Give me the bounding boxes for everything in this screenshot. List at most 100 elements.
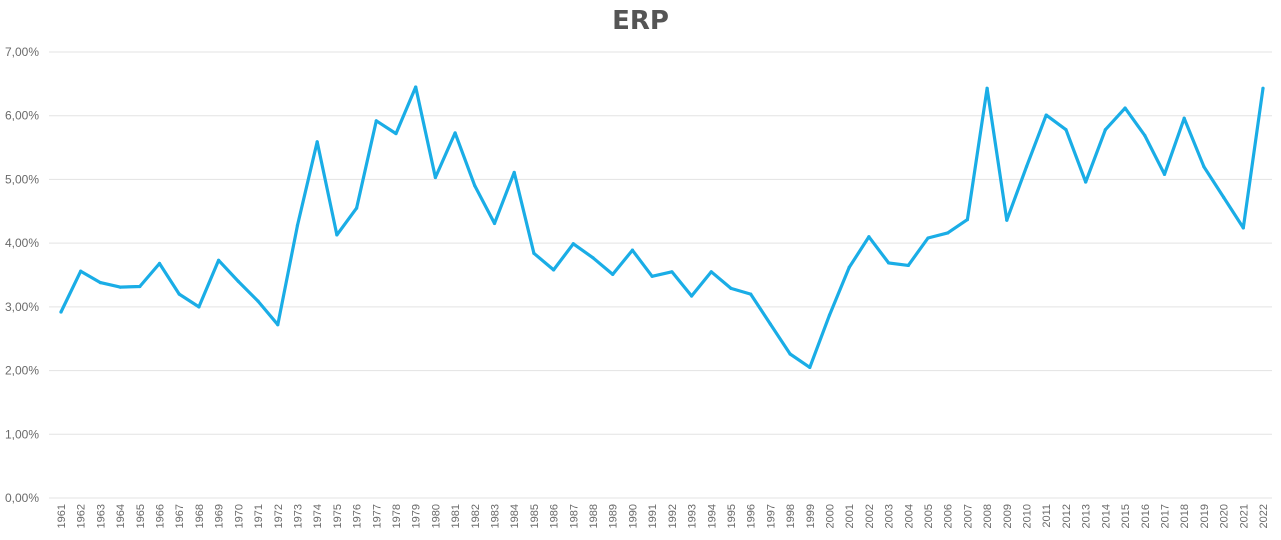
data-point (433, 175, 437, 180)
data-point (788, 352, 792, 356)
data-point (650, 274, 654, 278)
x-tick-label: 1991 (647, 504, 659, 528)
data-point (532, 251, 536, 255)
chart-title: ERP (612, 6, 669, 36)
data-point (473, 184, 477, 188)
data-point (827, 313, 832, 317)
x-tick-label: 2017 (1159, 504, 1171, 528)
data-point (315, 140, 319, 144)
x-tick-label: 1973 (292, 504, 304, 528)
data-point (867, 235, 871, 239)
data-point (138, 284, 142, 289)
x-tick-label: 1992 (667, 504, 679, 528)
x-tick-label: 1985 (529, 504, 541, 528)
data-point (1123, 106, 1127, 110)
x-tick-label: 1978 (391, 504, 403, 528)
data-point (177, 292, 181, 296)
x-tick-label: 2014 (1100, 504, 1112, 528)
x-tick-label: 1987 (568, 504, 580, 528)
x-tick-label: 2001 (844, 504, 856, 528)
data-point (630, 248, 635, 252)
x-tick-label: 2020 (1219, 504, 1231, 528)
data-point (1162, 172, 1167, 176)
x-tick-label: 1970 (233, 504, 245, 528)
data-point (906, 263, 910, 268)
data-point (354, 206, 359, 210)
data-point (808, 365, 812, 369)
data-point (1182, 116, 1186, 120)
data-point (157, 261, 162, 266)
data-point (236, 279, 240, 283)
data-point (1261, 86, 1265, 90)
data-point (276, 323, 280, 327)
x-tick-label: 1994 (706, 504, 718, 528)
data-point (552, 268, 556, 272)
x-tick-label: 1990 (627, 504, 639, 528)
x-tick-label: 1982 (470, 504, 482, 528)
x-tick-label: 2006 (943, 504, 955, 528)
x-tick-label: 2008 (982, 504, 994, 528)
data-point (611, 272, 615, 276)
x-tick-label: 2004 (903, 504, 915, 528)
data-point (1241, 226, 1245, 230)
x-tick-label: 1986 (549, 504, 561, 528)
y-tick-label: 3,00% (5, 300, 39, 314)
data-point (335, 233, 339, 237)
y-tick-label: 6,00% (5, 109, 39, 123)
x-tick-label: 1965 (135, 504, 147, 528)
data-point (946, 231, 950, 235)
y-tick-label: 7,00% (5, 45, 39, 59)
y-tick-label: 0,00% (5, 491, 39, 505)
x-tick-label: 1964 (115, 504, 127, 528)
x-tick-label: 2005 (923, 504, 935, 528)
x-tick-label: 2015 (1120, 504, 1132, 528)
x-tick-label: 1976 (352, 504, 364, 528)
x-tick-label: 1966 (155, 504, 167, 528)
x-tick-label: 1961 (56, 504, 68, 528)
data-point (926, 236, 930, 240)
data-point (492, 221, 497, 225)
x-tick-label: 1993 (687, 504, 699, 528)
data-point (1084, 180, 1088, 184)
data-point (965, 217, 970, 222)
data-point (197, 305, 201, 309)
data-point (709, 270, 713, 274)
x-tick-label: 1980 (430, 504, 442, 528)
data-point (1064, 128, 1068, 132)
data-point (1221, 195, 1226, 199)
x-tick-label: 2003 (884, 504, 896, 528)
x-tick-label: 1975 (332, 504, 344, 528)
x-tick-label: 2011 (1041, 504, 1053, 528)
x-tick-label: 2012 (1061, 504, 1073, 528)
x-tick-label: 2022 (1258, 504, 1270, 528)
x-tick-label: 2009 (1002, 504, 1014, 528)
data-point (217, 258, 221, 262)
x-tick-label: 1977 (371, 504, 383, 528)
x-tick-label: 1996 (746, 504, 758, 528)
y-tick-label: 4,00% (5, 236, 39, 250)
data-point (512, 170, 516, 175)
x-tick-label: 1968 (194, 504, 206, 528)
y-tick-label: 5,00% (5, 172, 39, 186)
data-point (1143, 133, 1147, 138)
y-tick-label: 2,00% (5, 364, 39, 378)
data-point (453, 131, 457, 135)
x-tick-label: 1999 (805, 504, 817, 528)
x-tick-label: 2002 (864, 504, 876, 528)
x-tick-label: 1979 (411, 504, 423, 528)
data-point (295, 223, 300, 227)
data-point (887, 261, 891, 265)
x-tick-label: 1962 (76, 504, 88, 528)
x-tick-label: 2016 (1140, 504, 1152, 528)
data-point (256, 299, 260, 303)
data-point (394, 131, 398, 136)
x-tick-label: 1971 (253, 504, 265, 528)
x-tick-label: 1989 (608, 504, 620, 528)
x-tick-label: 1963 (95, 504, 107, 528)
x-tick-label: 2007 (962, 504, 974, 528)
data-point (1202, 165, 1206, 169)
y-tick-label: 1,00% (5, 427, 39, 441)
data-point (79, 269, 83, 273)
